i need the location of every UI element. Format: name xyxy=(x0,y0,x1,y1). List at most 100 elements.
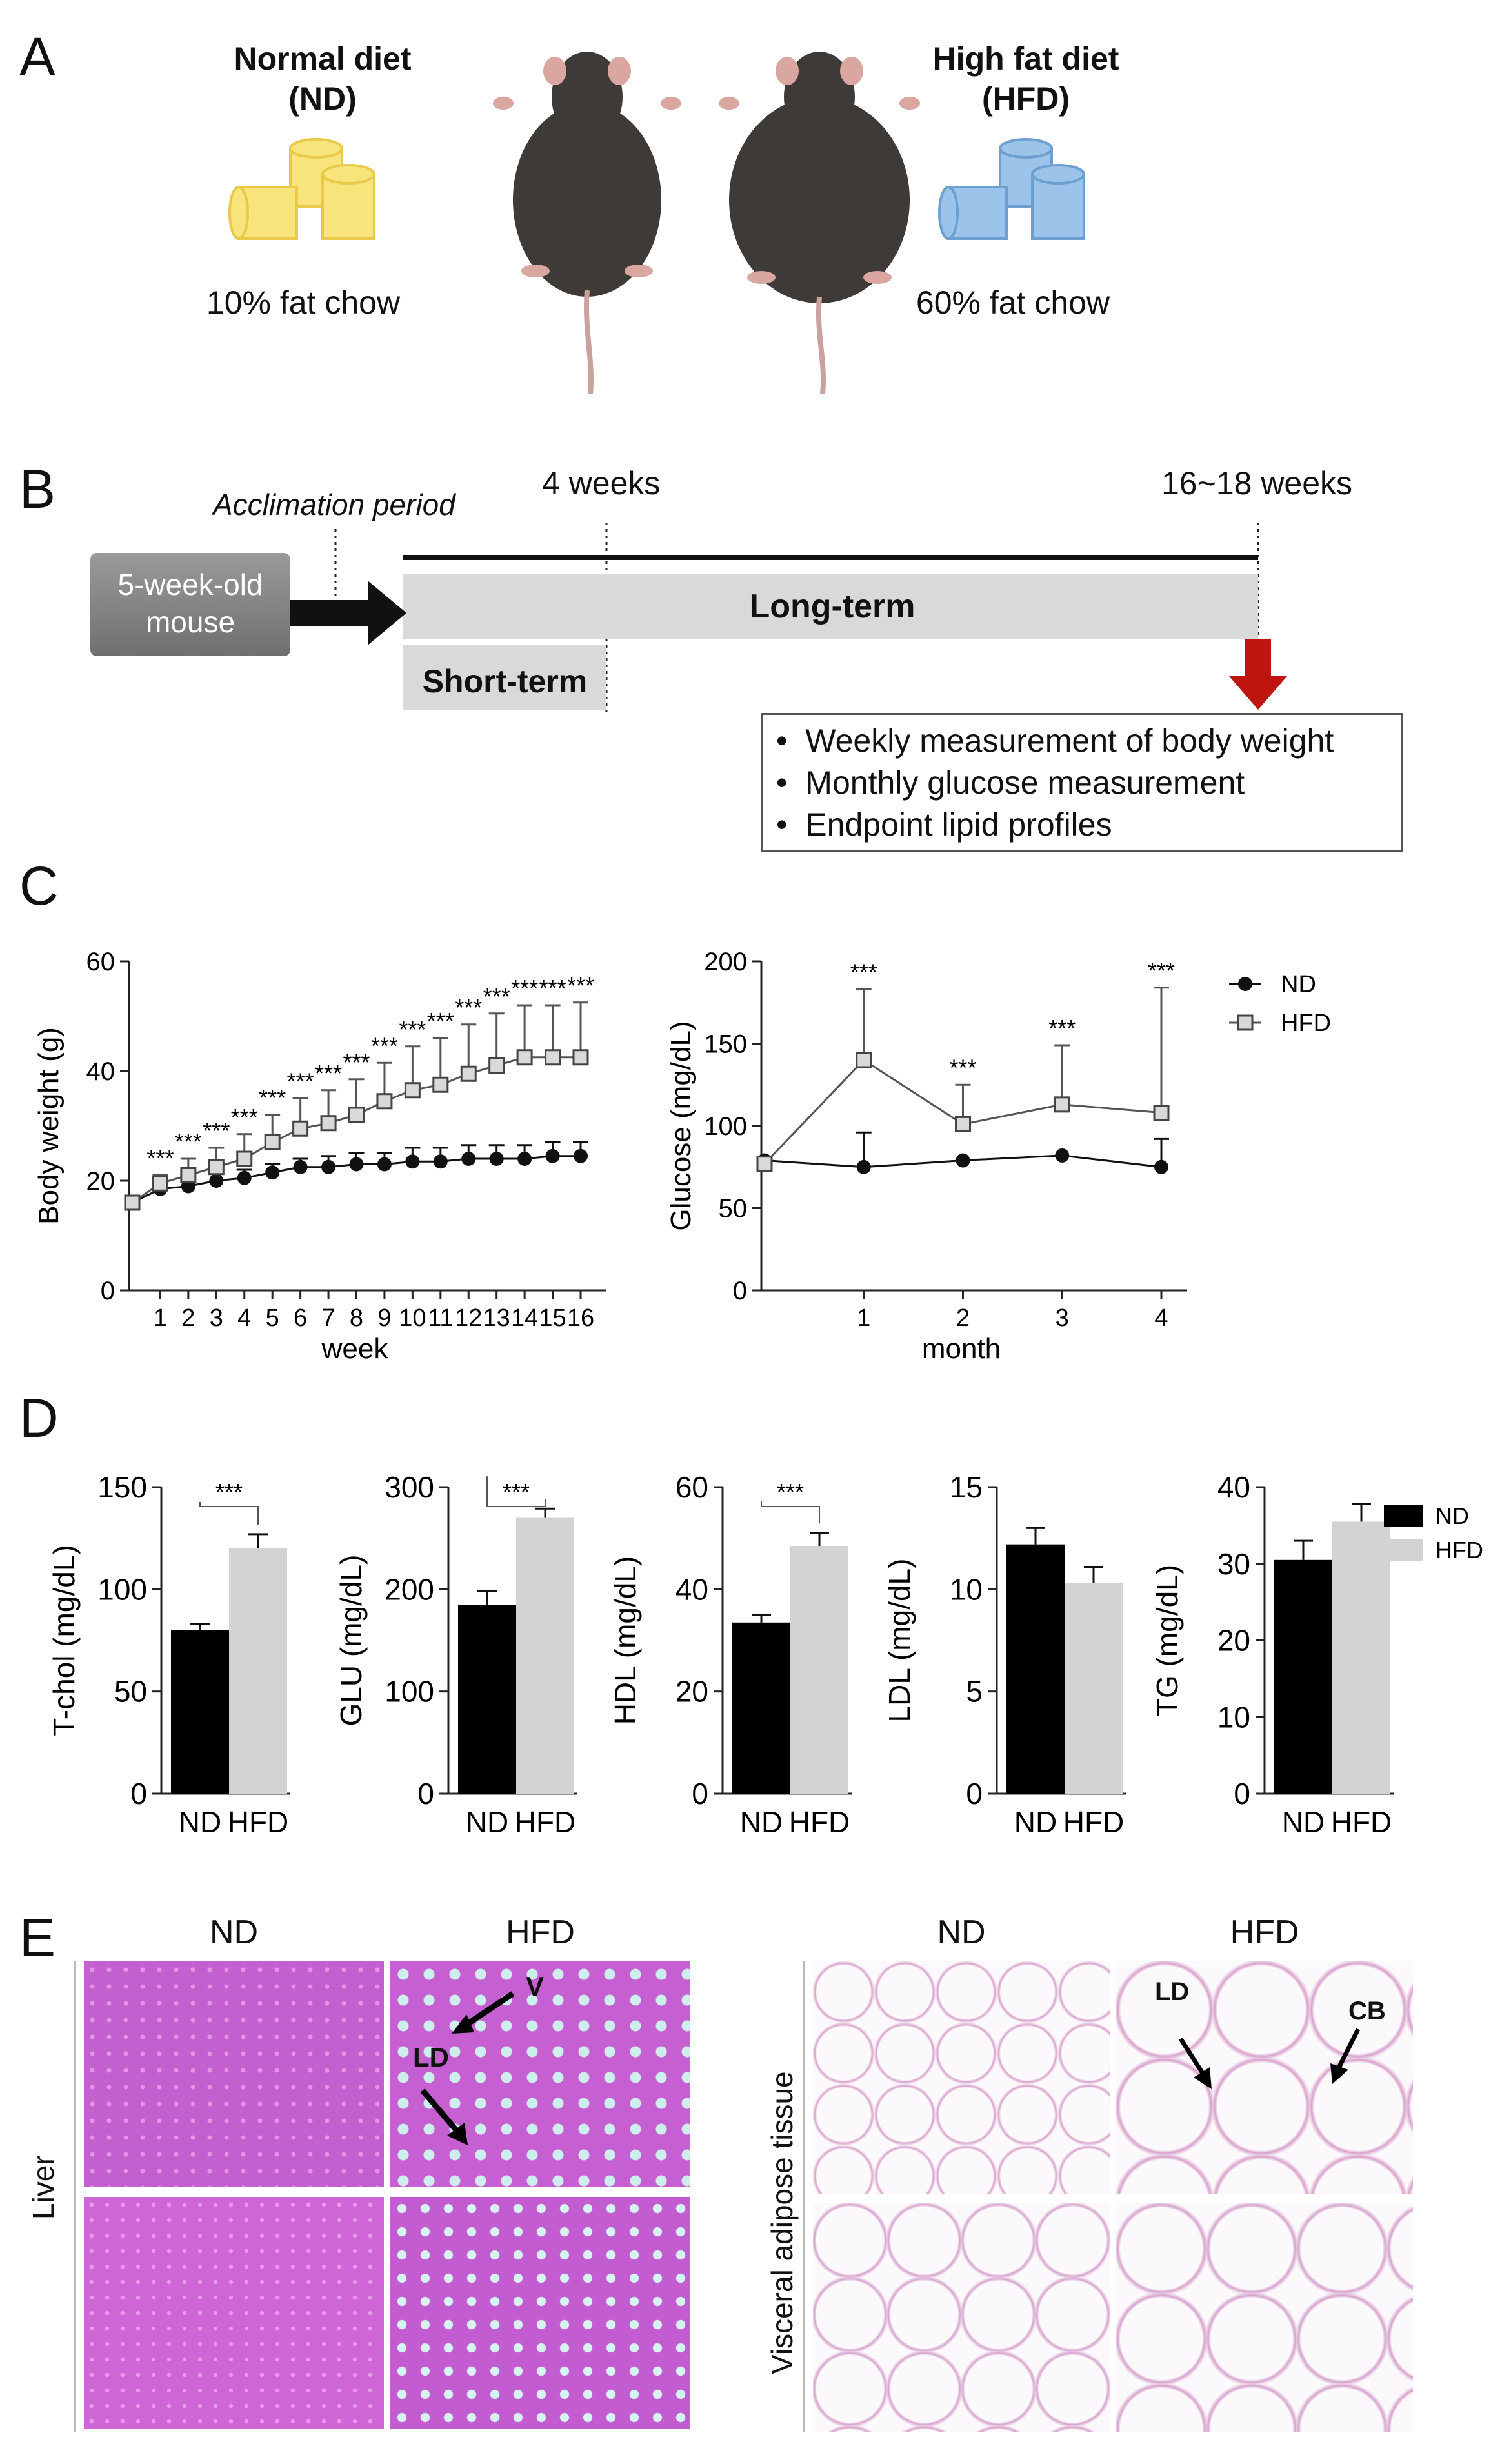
y-tick-label: 0 xyxy=(966,1777,983,1810)
hfd-caption: 60% fat chow xyxy=(916,285,1110,321)
liver-hfd-top-image xyxy=(390,1961,690,2187)
y-tick-label: 150 xyxy=(704,1030,747,1059)
x-tick-label: 1 xyxy=(154,1305,167,1332)
mouse-box-line2: mouse xyxy=(145,605,235,639)
data-point-hfd xyxy=(1054,1096,1070,1113)
x-tick-label: 12 xyxy=(455,1305,482,1332)
data-point-hfd xyxy=(404,1082,421,1099)
bar-hfd xyxy=(790,1546,848,1794)
bullet-item: • Endpoint lipid profiles xyxy=(776,806,1112,843)
panel-letter-d: D xyxy=(19,1388,59,1448)
x-tick-label: ND xyxy=(179,1805,221,1839)
y-axis-label: T-chol (mg/dL) xyxy=(47,1545,81,1736)
significance-label: *** xyxy=(949,1054,976,1081)
x-tick-label: ND xyxy=(740,1805,783,1839)
significance-label: *** xyxy=(539,975,566,1001)
liver-row-label: Liver xyxy=(26,2155,60,2219)
y-tick-label: 60 xyxy=(86,948,115,976)
x-tick-label: 11 xyxy=(428,1305,453,1332)
nd-title-line1: Normal diet xyxy=(234,41,412,77)
bar-nd xyxy=(171,1630,229,1794)
legend-swatch-nd xyxy=(1384,1505,1423,1527)
significance-label: *** xyxy=(850,959,877,985)
y-tick-label: 5 xyxy=(966,1675,983,1708)
significance-label: *** xyxy=(371,1032,398,1059)
y-tick-label: 0 xyxy=(417,1777,434,1810)
data-point-hfd xyxy=(376,1093,393,1110)
data-point-nd xyxy=(489,1152,504,1166)
adipose-nd-top-image xyxy=(813,1961,1110,2194)
bullet-item: • Weekly measurement of body weight xyxy=(776,723,1334,759)
x-tick-label: HFD xyxy=(515,1805,576,1839)
x-tick-label: 15 xyxy=(539,1305,566,1332)
y-tick-label: 100 xyxy=(385,1675,434,1708)
data-point-nd xyxy=(574,1148,588,1163)
long-term-label: Long-term xyxy=(749,588,916,625)
x-axis-label: week xyxy=(321,1333,389,1365)
bullet-text: Monthly glucose measurement xyxy=(805,765,1245,801)
x-tick-label: ND xyxy=(1282,1805,1325,1839)
legend-label-nd: ND xyxy=(1281,971,1316,998)
significance-label: *** xyxy=(567,972,594,999)
data-point-hfd xyxy=(545,1049,561,1066)
significance-label: *** xyxy=(455,994,482,1021)
adipose-col-hfd: HFD xyxy=(1230,1914,1299,1951)
data-point-nd xyxy=(545,1148,560,1163)
four-weeks-label: 4 weeks xyxy=(542,465,661,501)
y-tick-label: 40 xyxy=(1217,1470,1250,1504)
hfd-mouse-icon xyxy=(719,52,920,394)
x-tick-label: 9 xyxy=(377,1305,391,1332)
significance-label: *** xyxy=(503,1479,530,1505)
legend-label-nd: ND xyxy=(1436,1503,1469,1529)
data-point-hfd xyxy=(320,1115,337,1132)
x-tick-label: 5 xyxy=(266,1305,279,1332)
legend-swatch-hfd xyxy=(1384,1539,1423,1561)
y-tick-label: 40 xyxy=(675,1572,708,1606)
adipose-annotation-arrows xyxy=(1179,2028,1361,2089)
timeline-graphic xyxy=(290,523,1287,716)
x-tick-label: 3 xyxy=(210,1305,223,1332)
data-point-nd xyxy=(461,1152,476,1166)
y-axis-label: GLU (mg/dL) xyxy=(334,1555,368,1727)
bullet-text: Endpoint lipid profiles xyxy=(805,806,1112,843)
x-tick-label: HFD xyxy=(1063,1805,1125,1839)
bar-hfd xyxy=(229,1548,287,1794)
x-axis-label: month xyxy=(922,1333,1001,1365)
nd-title-line2: (ND) xyxy=(288,81,357,117)
acclimation-label: Acclimation period xyxy=(213,488,455,521)
legend-marker-nd xyxy=(1238,977,1252,991)
x-tick-label: 13 xyxy=(483,1305,510,1332)
y-tick-label: 150 xyxy=(97,1470,147,1504)
data-point-nd xyxy=(956,1153,970,1168)
y-tick-label: 0 xyxy=(130,1777,147,1810)
data-point-nd xyxy=(377,1157,392,1172)
significance-label: *** xyxy=(203,1117,230,1144)
data-point-hfd xyxy=(756,1156,773,1172)
data-point-nd xyxy=(1154,1159,1168,1174)
y-axis-label: TG (mg/dL) xyxy=(1150,1565,1184,1716)
significance-label: *** xyxy=(1048,1015,1076,1041)
data-point-hfd xyxy=(955,1116,971,1132)
data-point-hfd xyxy=(856,1052,872,1068)
significance-label: *** xyxy=(231,1104,258,1130)
data-point-nd xyxy=(237,1170,252,1185)
y-tick-label: 0 xyxy=(101,1277,115,1305)
y-axis-label: Glucose (mg/dL) xyxy=(665,1021,697,1230)
x-tick-label: 2 xyxy=(181,1305,195,1332)
liver-nd-bottom-image xyxy=(84,2197,384,2429)
y-tick-label: 10 xyxy=(950,1572,983,1606)
y-tick-label: 200 xyxy=(385,1572,434,1606)
nd-title: Normal diet (ND) xyxy=(187,39,458,119)
y-tick-label: 0 xyxy=(692,1777,708,1810)
nd-mouse-icon xyxy=(493,52,681,394)
bullet-item: • Monthly glucose measurement xyxy=(776,765,1245,801)
y-tick-label: 60 xyxy=(675,1470,708,1504)
significance-label: *** xyxy=(511,975,538,1001)
label-ld: LD xyxy=(413,2042,449,2072)
x-tick-label: 1 xyxy=(857,1305,870,1332)
significance-label: *** xyxy=(483,983,510,1010)
significance-label: *** xyxy=(175,1128,202,1155)
nd-caption: 10% fat chow xyxy=(206,285,401,321)
y-tick-label: 15 xyxy=(950,1470,983,1504)
